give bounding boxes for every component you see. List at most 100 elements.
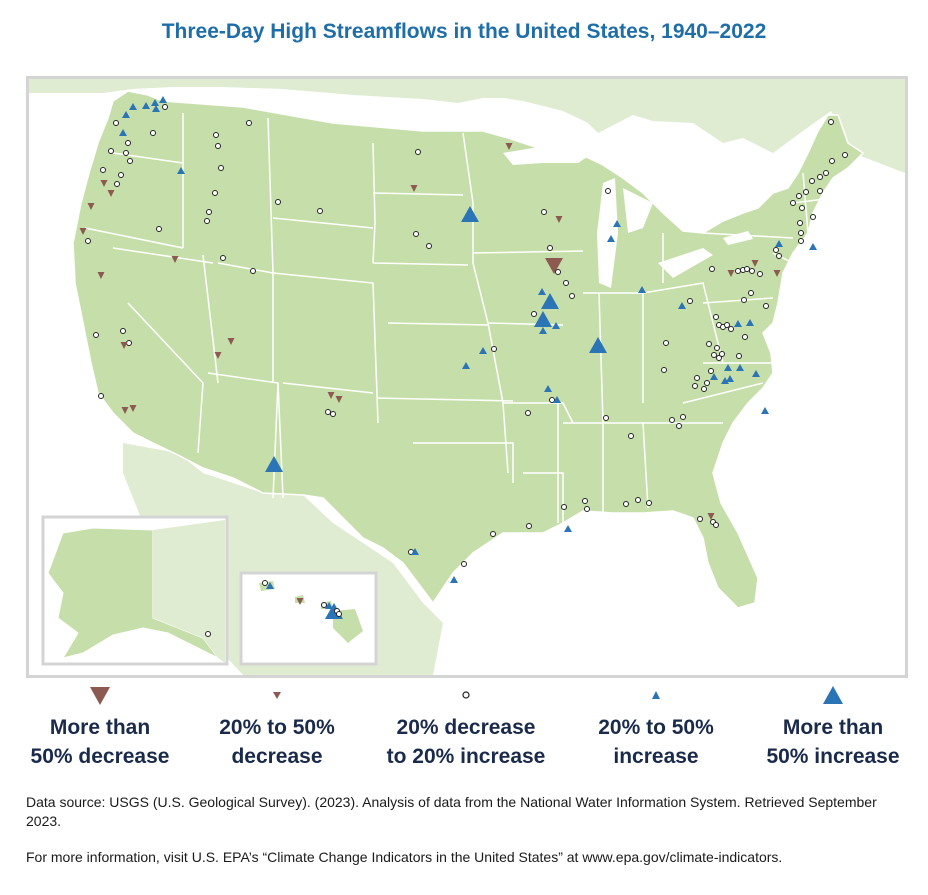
no-change-marker	[704, 380, 710, 386]
no-change-marker	[680, 414, 686, 420]
small-increase-marker	[736, 364, 744, 371]
no-change-marker	[676, 423, 682, 429]
small-increase-marker	[152, 105, 160, 112]
small-decrease-marker	[751, 260, 759, 267]
no-change-marker	[114, 181, 120, 187]
no-change-marker	[118, 172, 124, 178]
no-change-marker	[706, 341, 712, 347]
no-change-marker	[541, 209, 547, 215]
no-change-marker	[336, 611, 342, 617]
small-increase-marker	[775, 240, 783, 247]
no-change-marker	[526, 523, 532, 529]
small-decrease-marker	[327, 392, 335, 399]
small-increase-marker	[724, 364, 732, 371]
no-change-marker	[555, 269, 561, 275]
small-increase-marker	[552, 322, 560, 329]
no-change-marker	[828, 119, 834, 125]
small-increase-marker	[613, 220, 621, 227]
legend-label-line1: 20% to 50%	[219, 716, 335, 739]
no-change-marker	[220, 255, 226, 261]
no-change-marker	[635, 497, 641, 503]
no-change-marker	[716, 355, 722, 361]
no-change-marker	[162, 104, 168, 110]
small-increase-marker	[151, 99, 159, 106]
no-change-marker	[150, 130, 156, 136]
no-change-marker	[823, 170, 829, 176]
small-increase-marker	[607, 235, 615, 242]
us-streamflow-map	[29, 79, 905, 675]
no-change-marker	[724, 322, 730, 328]
large-decrease-marker	[545, 258, 563, 274]
us-land	[72, 90, 865, 609]
no-change-icon	[462, 691, 470, 699]
no-change-marker	[93, 332, 99, 338]
no-change-marker	[701, 386, 707, 392]
small-decrease-marker	[120, 342, 128, 349]
small-increase-marker	[746, 319, 754, 326]
no-change-marker	[549, 397, 555, 403]
small-increase-marker	[734, 320, 742, 327]
no-change-marker	[809, 178, 815, 184]
no-change-marker	[728, 326, 734, 332]
no-change-marker	[719, 351, 725, 357]
no-change-marker	[742, 334, 748, 340]
state-borders	[84, 113, 834, 533]
no-change-marker	[413, 231, 419, 237]
no-change-marker	[321, 602, 327, 608]
small-decrease-marker	[171, 256, 179, 263]
small-decrease-marker	[227, 338, 235, 345]
legend-label-line2: increase	[613, 745, 699, 768]
legend-item-small-decrease: 20% to 50% decrease	[177, 683, 377, 771]
small-increase-marker	[177, 167, 185, 174]
no-change-marker	[491, 346, 497, 352]
legend-item-small-increase: 20% to 50% increase	[556, 683, 756, 771]
no-change-marker	[661, 367, 667, 373]
no-change-marker	[275, 199, 281, 205]
small-increase-marker	[726, 375, 734, 382]
small-decrease-marker	[129, 405, 137, 412]
small-decrease-icon	[273, 692, 281, 699]
no-change-marker	[692, 383, 698, 389]
map-title: Three-Day High Streamflows in the United…	[161, 20, 767, 43]
no-change-marker	[113, 120, 119, 126]
no-change-marker	[100, 167, 106, 173]
no-change-marker	[426, 243, 432, 249]
no-change-marker	[490, 531, 496, 537]
small-decrease-marker	[335, 396, 343, 403]
no-change-marker	[687, 298, 693, 304]
legend-label-line1: More than	[782, 716, 884, 739]
no-change-marker	[603, 415, 609, 421]
large-increase-marker	[534, 311, 552, 327]
small-decrease-marker	[505, 143, 513, 150]
no-change-marker	[561, 504, 567, 510]
small-increase-marker	[462, 362, 470, 369]
small-decrease-marker	[121, 407, 129, 414]
no-change-marker	[623, 501, 629, 507]
no-change-marker	[325, 409, 331, 415]
no-change-marker	[569, 293, 575, 299]
no-change-marker	[108, 148, 114, 154]
small-decrease-marker	[555, 216, 563, 223]
small-increase-marker	[325, 602, 333, 609]
map-legend: More than 50% decrease 20% to 50% decrease…	[0, 683, 928, 783]
no-change-marker	[744, 266, 750, 272]
small-increase-marker	[809, 243, 817, 250]
no-change-marker	[531, 311, 537, 317]
small-decrease-marker	[707, 513, 715, 520]
small-increase-marker	[553, 396, 561, 403]
no-change-marker	[120, 328, 126, 334]
canada-land	[29, 79, 905, 173]
large-increase-marker	[265, 456, 283, 472]
small-decrease-marker	[773, 270, 781, 277]
no-change-marker	[206, 209, 212, 215]
no-change-marker	[317, 208, 323, 214]
no-change-marker	[547, 245, 553, 251]
small-decrease-marker	[100, 180, 108, 187]
no-change-marker	[842, 152, 848, 158]
more-info-note: For more information, visit U.S. EPA’s “…	[26, 849, 783, 865]
no-change-marker	[605, 188, 611, 194]
no-change-marker	[799, 205, 805, 211]
large-increase-icon	[823, 686, 843, 704]
large-increase-marker	[461, 206, 479, 222]
no-change-marker	[330, 411, 336, 417]
